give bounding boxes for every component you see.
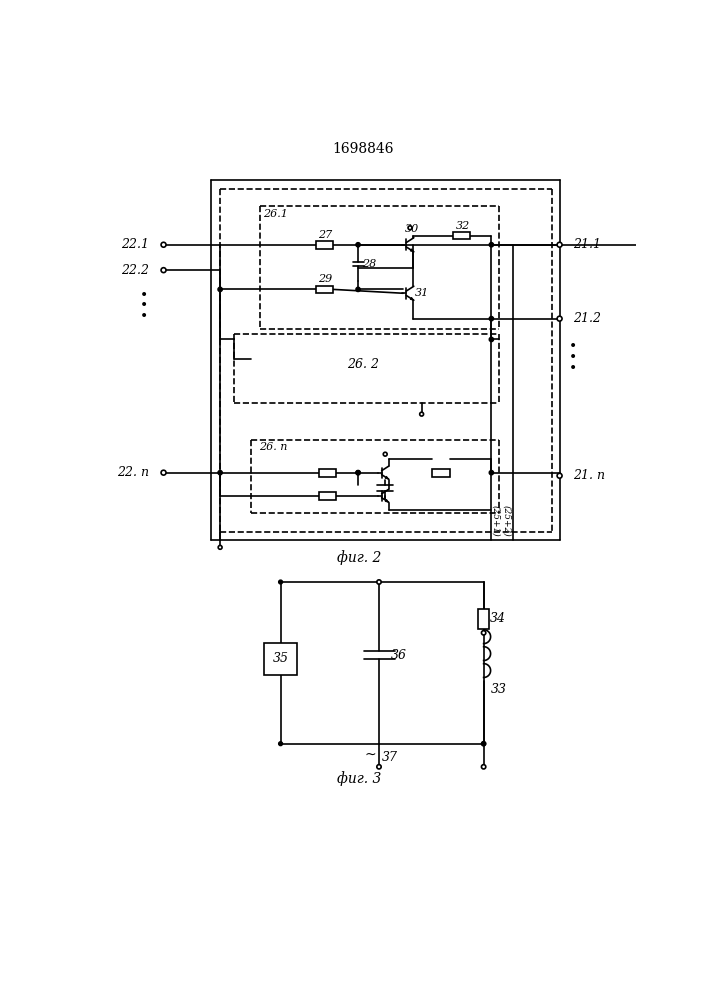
Text: 26. 2: 26. 2 (348, 358, 380, 371)
Circle shape (161, 242, 166, 247)
Circle shape (279, 742, 283, 746)
Text: 28: 28 (362, 259, 376, 269)
Circle shape (377, 580, 381, 584)
Polygon shape (385, 476, 389, 479)
Text: 33: 33 (491, 683, 507, 696)
Text: фиг. 2: фиг. 2 (337, 550, 382, 565)
Circle shape (356, 471, 361, 475)
Circle shape (481, 765, 486, 769)
Bar (453, 232, 470, 239)
Text: 22. п: 22. п (117, 466, 149, 479)
Circle shape (356, 287, 361, 292)
Circle shape (218, 545, 222, 549)
Text: 32: 32 (455, 221, 470, 231)
Bar (316, 286, 333, 293)
Polygon shape (410, 297, 414, 300)
Text: 27: 27 (317, 230, 332, 240)
Text: 22.2: 22.2 (121, 264, 149, 277)
Text: 22.1: 22.1 (121, 238, 149, 251)
Text: (25+1): (25+1) (491, 505, 500, 536)
Circle shape (356, 243, 361, 247)
Circle shape (481, 631, 486, 635)
Text: 37: 37 (382, 751, 398, 764)
Text: 26.1: 26.1 (264, 209, 288, 219)
Circle shape (489, 243, 493, 247)
Circle shape (218, 287, 222, 292)
Circle shape (377, 765, 381, 769)
Text: •: • (140, 299, 148, 313)
Text: •: • (140, 289, 148, 303)
Text: 35: 35 (273, 652, 288, 666)
Circle shape (557, 473, 562, 478)
Text: 26. п: 26. п (259, 442, 287, 452)
Circle shape (356, 471, 361, 475)
Text: 1698846: 1698846 (332, 142, 394, 156)
Bar (478, 609, 489, 629)
Circle shape (383, 452, 387, 456)
Polygon shape (385, 499, 389, 502)
Text: фиг. 3: фиг. 3 (337, 771, 382, 786)
Bar (319, 492, 336, 500)
Circle shape (161, 470, 166, 475)
Circle shape (161, 268, 166, 273)
Text: 21.1: 21.1 (573, 238, 602, 251)
Circle shape (408, 226, 412, 230)
Polygon shape (410, 249, 414, 252)
Circle shape (279, 580, 283, 584)
Circle shape (489, 337, 493, 342)
Circle shape (489, 471, 493, 475)
Bar (316, 241, 333, 249)
Bar (264, 643, 297, 675)
Text: 36: 36 (391, 649, 407, 662)
Circle shape (420, 412, 423, 416)
Text: (25+2): (25+2) (503, 505, 511, 536)
Circle shape (481, 742, 486, 746)
Text: •: • (568, 362, 577, 376)
Text: •: • (568, 351, 577, 365)
Text: 30: 30 (404, 224, 419, 234)
Text: 29: 29 (317, 274, 332, 284)
Circle shape (557, 316, 562, 321)
Circle shape (481, 742, 486, 746)
Text: •: • (568, 340, 577, 354)
Circle shape (489, 317, 493, 321)
Text: 21. п: 21. п (573, 469, 605, 482)
Text: 34: 34 (489, 612, 506, 625)
Bar (433, 469, 450, 477)
Text: 21.2: 21.2 (573, 312, 602, 325)
Text: ~: ~ (365, 748, 381, 762)
Circle shape (218, 471, 222, 475)
Text: 31: 31 (415, 288, 430, 298)
Bar (319, 469, 336, 477)
Text: •: • (140, 310, 148, 324)
Circle shape (557, 242, 562, 247)
